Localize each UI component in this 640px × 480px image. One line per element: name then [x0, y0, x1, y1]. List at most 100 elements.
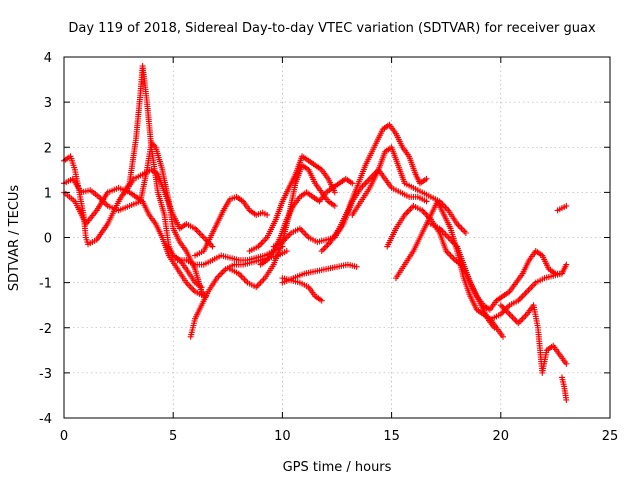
data-point: [349, 180, 356, 187]
y-tick-label: 4: [44, 51, 52, 66]
y-tick-label: -3: [39, 367, 52, 382]
data-point: [524, 288, 531, 295]
data-point: [254, 282, 261, 289]
y-tick-label: -2: [39, 322, 52, 337]
data-point: [500, 305, 507, 312]
data-point: [457, 223, 464, 230]
data-point: [200, 234, 207, 241]
data-point: [186, 282, 193, 289]
data-point: [406, 207, 413, 214]
data-point: [510, 315, 517, 322]
data-point: [218, 270, 225, 277]
x-tick-label: 20: [493, 429, 510, 444]
data-point: [499, 303, 506, 310]
x-axis-title: GPS time / hours: [283, 460, 392, 475]
series-track-9: [246, 153, 338, 255]
data-point: [321, 245, 328, 252]
data-point: [362, 180, 369, 187]
data-point: [521, 314, 528, 321]
data-point: [403, 210, 410, 217]
data-point: [526, 285, 533, 292]
data-point: [455, 222, 462, 229]
x-tick-label: 5: [169, 429, 177, 444]
data-point: [257, 279, 264, 286]
data-point: [216, 272, 223, 279]
data-point: [449, 254, 456, 261]
data-point: [331, 202, 338, 209]
y-tick-label: 0: [44, 232, 52, 247]
y-tick-label: 2: [44, 141, 52, 156]
data-point: [515, 320, 522, 327]
data-point: [301, 229, 308, 236]
data-point: [320, 246, 327, 253]
data-point: [503, 308, 510, 315]
data-point: [528, 284, 535, 291]
series-track-4: [122, 166, 216, 250]
data-point: [365, 177, 372, 184]
series-track-17: [392, 198, 506, 340]
data-point: [443, 232, 450, 239]
series-track-10: [257, 175, 356, 268]
data-point: [196, 229, 203, 236]
series-track-3: [61, 184, 207, 300]
y-tick-label: 1: [44, 186, 52, 201]
data-point: [238, 273, 245, 280]
data-point: [519, 315, 526, 322]
series-track-20: [497, 302, 570, 376]
data-point: [260, 276, 267, 283]
data-point: [458, 225, 465, 232]
x-tick-label: 15: [383, 429, 400, 444]
data-point: [563, 396, 570, 403]
data-point: [241, 276, 248, 283]
data-point: [219, 269, 226, 276]
data-point: [459, 226, 466, 233]
data-point: [283, 248, 290, 255]
series-track-14: [318, 121, 430, 255]
y-tick-labels: -4 -3 -2 -1 0 1 2 3 4: [39, 51, 52, 427]
data-point: [518, 294, 525, 301]
data-point: [516, 318, 523, 325]
series-track-1: [61, 63, 205, 291]
data-point: [215, 273, 222, 280]
data-point: [441, 202, 448, 209]
data-point: [519, 293, 526, 300]
data-point: [522, 312, 529, 319]
x-tick-labels: 0 5 10 15 20 25: [60, 429, 618, 444]
data-point: [445, 234, 452, 241]
data-point: [563, 360, 570, 367]
x-tick-label: 25: [602, 429, 619, 444]
series-track-15: [349, 144, 469, 236]
series-track-22: [554, 202, 570, 214]
data-point: [298, 226, 305, 233]
data-point: [422, 210, 429, 217]
data-point: [199, 232, 206, 239]
data-point: [324, 242, 331, 249]
data-point: [184, 281, 191, 288]
data-point: [506, 311, 513, 318]
data-point: [323, 243, 330, 250]
data-point: [259, 239, 266, 246]
data-point: [302, 231, 309, 238]
data-point: [461, 228, 468, 235]
data-point: [518, 317, 525, 324]
series-track-12: [279, 275, 325, 304]
data-point: [522, 290, 529, 297]
axis-ticks: [63, 56, 611, 419]
data-point: [194, 228, 201, 235]
data-point: [331, 189, 338, 196]
data-point: [563, 202, 570, 209]
data-point: [360, 181, 367, 188]
data-point: [512, 317, 519, 324]
x-tick-label: 10: [274, 429, 291, 444]
data-point: [197, 231, 204, 238]
data-point: [318, 248, 325, 255]
data-point: [353, 263, 360, 270]
data-point: [258, 240, 265, 247]
data-point: [502, 306, 509, 313]
y-tick-label: 3: [44, 96, 52, 111]
data-point: [240, 275, 247, 282]
chart-title: Day 119 of 2018, Sidereal Day-to-day VTE…: [68, 21, 596, 36]
data-point: [558, 270, 565, 277]
data-point: [521, 291, 528, 298]
